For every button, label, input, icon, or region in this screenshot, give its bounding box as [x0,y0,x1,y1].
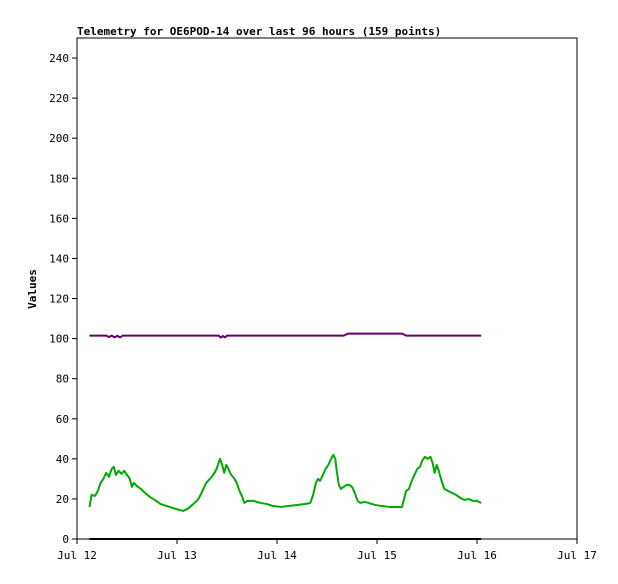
y-tick-label: 120 [49,293,69,306]
y-tick-label: 60 [56,413,69,426]
y-tick-label: 80 [56,373,69,386]
series-layer [88,332,482,540]
x-tick-label: Jul 14 [257,549,297,562]
y-tick-label: 220 [49,92,69,105]
y-tick-label: 100 [49,333,69,346]
plot-frame [76,37,578,540]
x-tick-label: Jul 17 [557,549,597,562]
y-tick-label: 20 [56,493,69,506]
y-tick-label: 140 [49,252,69,265]
y-axis: 0 20 40 60 80 100 120 140 160 180 200 220 240 [49,52,77,546]
y-tick-label: 0 [62,533,69,546]
y-tick-label: 160 [49,212,69,225]
x-tick-label: Jul 13 [157,549,197,562]
series-line-2 [88,453,482,512]
y-tick-label: 200 [49,132,69,145]
x-axis: Jul 12 Jul 13 Jul 14 Jul 15 Jul 16 Jul 17 [57,539,597,562]
x-tick-label: Jul 16 [457,549,497,562]
y-axis-label: Values [26,269,39,309]
x-tick-label: Jul 15 [357,549,397,562]
series-line-1 [89,332,482,339]
chart-title: Telemetry for OE6POD-14 over last 96 hou… [77,25,441,38]
x-tick-label: Jul 12 [57,549,97,562]
y-tick-label: 40 [56,453,69,466]
y-tick-label: 180 [49,172,69,185]
y-tick-label: 240 [49,52,69,65]
